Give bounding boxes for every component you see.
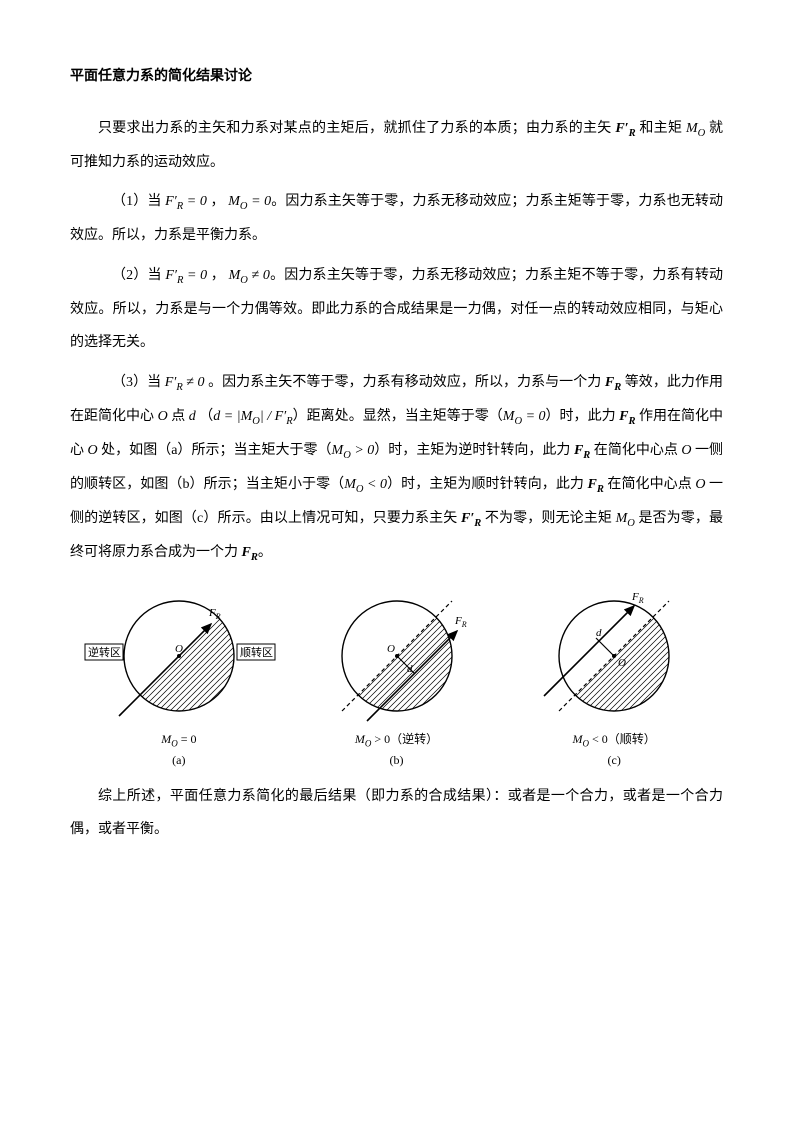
text: 不为零，则无论主矩 xyxy=(481,511,615,526)
expr: MO ≠ 0 xyxy=(229,268,270,283)
expr: MO < 0 xyxy=(344,477,387,492)
text: ， xyxy=(207,268,228,283)
text: ）时，主矩为顺时针转向，此力 xyxy=(387,477,587,492)
text: 在简化中心点 xyxy=(590,443,681,458)
label-FR: FR xyxy=(454,615,467,629)
sym-FR: FR xyxy=(605,375,621,390)
figure-b: O d FR MO > 0（逆转） (b) xyxy=(288,586,506,770)
text: 在简化中心点 xyxy=(604,477,695,492)
sym-FR: FR xyxy=(574,443,590,458)
sym-FR: FR xyxy=(242,545,258,560)
text: （2）当 xyxy=(112,268,165,283)
label-d: d xyxy=(596,627,602,639)
sym-MO: MO xyxy=(686,121,705,136)
diagram-b: O d FR xyxy=(307,586,487,726)
case-3: （3）当 F′R ≠ 0 。因力系主矢不等于零，力系有移动效应，所以，力系与一个… xyxy=(70,366,723,570)
text: （ xyxy=(196,409,214,424)
label-O: O xyxy=(387,643,395,655)
sym-FR: FR xyxy=(619,409,635,424)
case-1: （1）当 F′R = 0 ， MO = 0。因力系主矢等于零，力系无移动效应；力… xyxy=(70,185,723,253)
caption-b: MO > 0（逆转） (b) xyxy=(288,730,506,770)
expr: MO = 0 xyxy=(228,194,271,209)
intro-paragraph: 只要求出力系的主矢和力系对某点的主矩后，就抓住了力系的本质；由力系的主矢 F′R… xyxy=(70,112,723,180)
figure-c: O d FR MO < 0（顺转） (c) xyxy=(505,586,723,770)
expr: F′R ≠ 0 xyxy=(165,375,205,390)
sym-MO: MO xyxy=(616,511,635,526)
text: ）距离处。显然，当主矩等于零（ xyxy=(293,409,503,424)
text: 和主矩 xyxy=(636,121,686,136)
label-right: 顺转区 xyxy=(240,645,273,659)
sym-FR: FR xyxy=(588,477,604,492)
figure-row: O FR 逆转区 顺转区 MO = 0 (a) xyxy=(70,586,723,770)
label-left: 逆转区 xyxy=(88,645,121,659)
text: ）时，主矩为逆时针转向，此力 xyxy=(374,443,574,458)
page-title: 平面任意力系的简化结果讨论 xyxy=(70,60,723,94)
diagram-a: O FR 逆转区 顺转区 xyxy=(79,586,279,726)
sym-O: O xyxy=(88,443,98,458)
sym-FRp: F′R xyxy=(615,121,635,136)
label-FR: FR xyxy=(631,591,644,605)
text: 。因力系主矢不等于零，力系有移动效应，所以，力系与一个力 xyxy=(205,375,605,390)
caption-c: MO < 0（顺转） (c) xyxy=(505,730,723,770)
case-2: （2）当 F′R = 0 ， MO ≠ 0。因力系主矢等于零，力系无移动效应；力… xyxy=(70,259,723,360)
sym-O: O xyxy=(695,477,705,492)
sym-O: O xyxy=(158,409,168,424)
text: 。 xyxy=(258,545,272,560)
expr: F′R = 0 xyxy=(165,194,207,209)
sym-d: d xyxy=(189,409,196,424)
text: （1）当 xyxy=(112,194,165,209)
text: 处，如图（a）所示；当主矩大于零（ xyxy=(98,443,332,458)
text: 只要求出力系的主矢和力系对某点的主矩后，就抓住了力系的本质；由力系的主矢 xyxy=(98,121,615,136)
summary-paragraph: 综上所述，平面任意力系简化的最后结果（即力系的合成结果）：或者是一个合力，或者是… xyxy=(70,780,723,847)
diagram-c: O d FR xyxy=(524,586,704,726)
label-FR: FR xyxy=(208,607,221,621)
expr: F′R = 0 xyxy=(165,268,207,283)
expr: MO = 0 xyxy=(503,409,546,424)
caption-a: MO = 0 (a) xyxy=(70,730,288,770)
figure-a: O FR 逆转区 顺转区 MO = 0 (a) xyxy=(70,586,288,770)
sym-O: O xyxy=(681,443,691,458)
label-O: O xyxy=(175,643,183,655)
label-O: O xyxy=(618,657,626,669)
sym-FRp: F′R xyxy=(461,511,481,526)
text: ）时，此力 xyxy=(546,409,620,424)
label-d: d xyxy=(407,663,413,675)
text: （3）当 xyxy=(112,375,165,390)
expr-d: d = |MO| / F′R xyxy=(213,409,292,424)
text: ， xyxy=(207,194,228,209)
text: 点 xyxy=(168,409,189,424)
expr: MO > 0 xyxy=(332,443,375,458)
